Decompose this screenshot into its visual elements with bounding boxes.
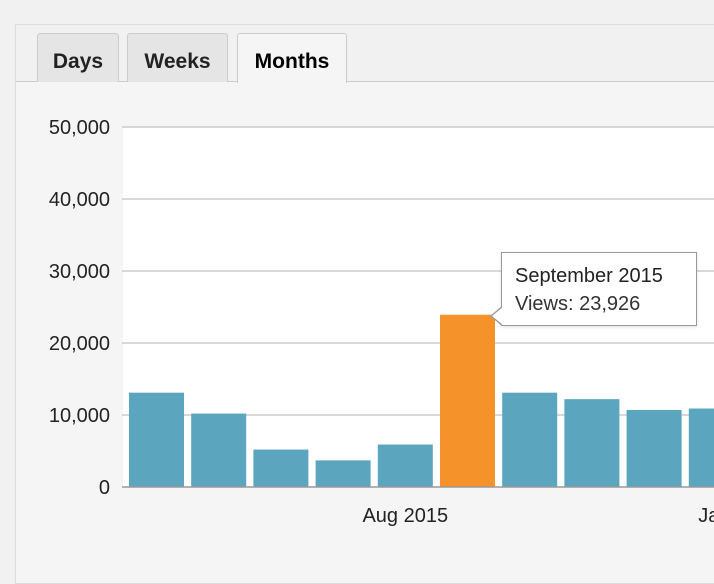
y-tick-label: 40,000 bbox=[49, 189, 110, 211]
bar[interactable] bbox=[440, 314, 495, 487]
bar[interactable] bbox=[315, 460, 371, 487]
y-tick-label: 30,000 bbox=[49, 261, 110, 283]
bar[interactable] bbox=[626, 409, 682, 487]
tab-weeks[interactable]: Weeks bbox=[127, 33, 228, 82]
y-tick-label: 20,000 bbox=[49, 333, 110, 355]
bars bbox=[129, 314, 714, 487]
x-axis-labels: Aug 2015 Jan 2 bbox=[362, 505, 714, 527]
x-tick-label: Jan 2 bbox=[698, 505, 714, 527]
bar[interactable] bbox=[377, 444, 433, 487]
y-tick-label: 0 bbox=[99, 477, 110, 499]
y-tick-label: 10,000 bbox=[49, 405, 110, 427]
tab-days[interactable]: Days bbox=[37, 33, 119, 82]
x-tick-label: Aug 2015 bbox=[362, 505, 448, 527]
bar-tooltip: September 2015 Views: 23,926 bbox=[501, 252, 697, 326]
bar[interactable] bbox=[191, 413, 247, 487]
tab-months[interactable]: Months bbox=[237, 33, 347, 83]
bar[interactable] bbox=[253, 449, 309, 487]
tooltip-title: September 2015 bbox=[515, 265, 663, 287]
period-tabs: Days Weeks Months bbox=[16, 25, 714, 83]
y-tick-label: 50,000 bbox=[49, 117, 110, 139]
tooltip-arrow bbox=[492, 307, 503, 325]
bar[interactable] bbox=[129, 392, 184, 487]
bar[interactable] bbox=[688, 408, 714, 487]
bar[interactable] bbox=[502, 392, 558, 487]
tooltip-views: Views: 23,926 bbox=[515, 293, 641, 315]
y-axis-labels: 50,000 40,000 30,000 20,000 10,000 0 bbox=[49, 117, 110, 499]
bar[interactable] bbox=[564, 399, 620, 487]
